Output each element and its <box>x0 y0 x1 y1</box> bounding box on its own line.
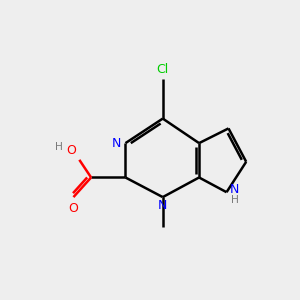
Text: H: H <box>231 195 239 205</box>
Text: N: N <box>158 199 167 212</box>
Text: N: N <box>230 183 239 196</box>
Text: Cl: Cl <box>157 63 169 76</box>
Text: N: N <box>112 136 121 150</box>
Text: O: O <box>67 144 76 157</box>
Text: H: H <box>55 142 63 152</box>
Text: O: O <box>68 202 78 214</box>
